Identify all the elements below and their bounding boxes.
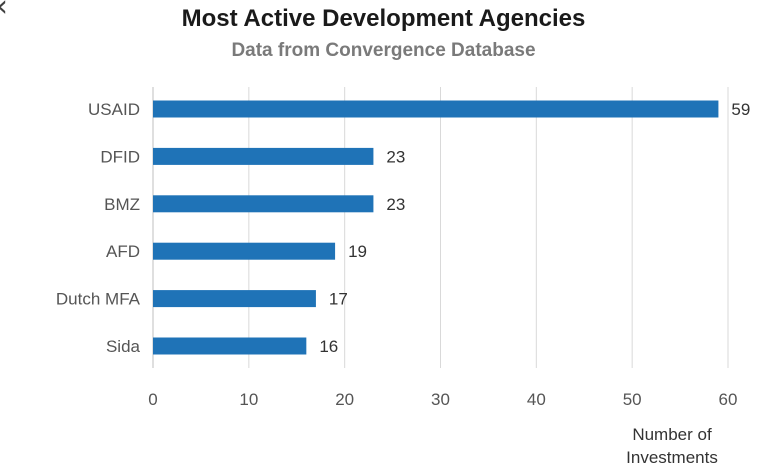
category-label: Sida — [106, 337, 141, 356]
x-axis-label: Number of Investments — [622, 423, 722, 469]
data-label: 17 — [329, 290, 348, 309]
back-chevron-icon[interactable]: ‹ — [0, 0, 8, 22]
bar — [153, 100, 719, 118]
bar — [153, 242, 336, 260]
x-tick-label: 10 — [239, 390, 258, 409]
bar — [153, 290, 316, 308]
chart-title: Most Active Development Agencies — [181, 5, 586, 32]
x-tick-label: 60 — [719, 390, 738, 409]
data-label: 23 — [386, 147, 405, 166]
data-label: 23 — [386, 195, 405, 214]
x-axis-label-line-1: Number of — [632, 425, 712, 444]
x-tick-label: 20 — [335, 390, 354, 409]
bar — [153, 337, 307, 355]
x-tick-label: 40 — [527, 390, 546, 409]
category-label: BMZ — [104, 195, 140, 214]
data-label: 19 — [348, 242, 367, 261]
bar — [153, 147, 374, 165]
x-tick-label: 50 — [623, 390, 642, 409]
chart-subtitle: Data from Convergence Database — [231, 40, 536, 61]
category-label: Dutch MFA — [56, 290, 141, 309]
data-label: 16 — [319, 337, 338, 356]
data-label: 59 — [731, 100, 750, 119]
x-axis-label-line-2: Investments — [626, 448, 718, 467]
category-label: AFD — [106, 242, 140, 261]
x-tick-label: 30 — [431, 390, 450, 409]
bar — [153, 195, 374, 213]
x-tick-label: 0 — [148, 390, 157, 409]
category-label: DFID — [100, 147, 140, 166]
category-label: USAID — [88, 100, 140, 119]
